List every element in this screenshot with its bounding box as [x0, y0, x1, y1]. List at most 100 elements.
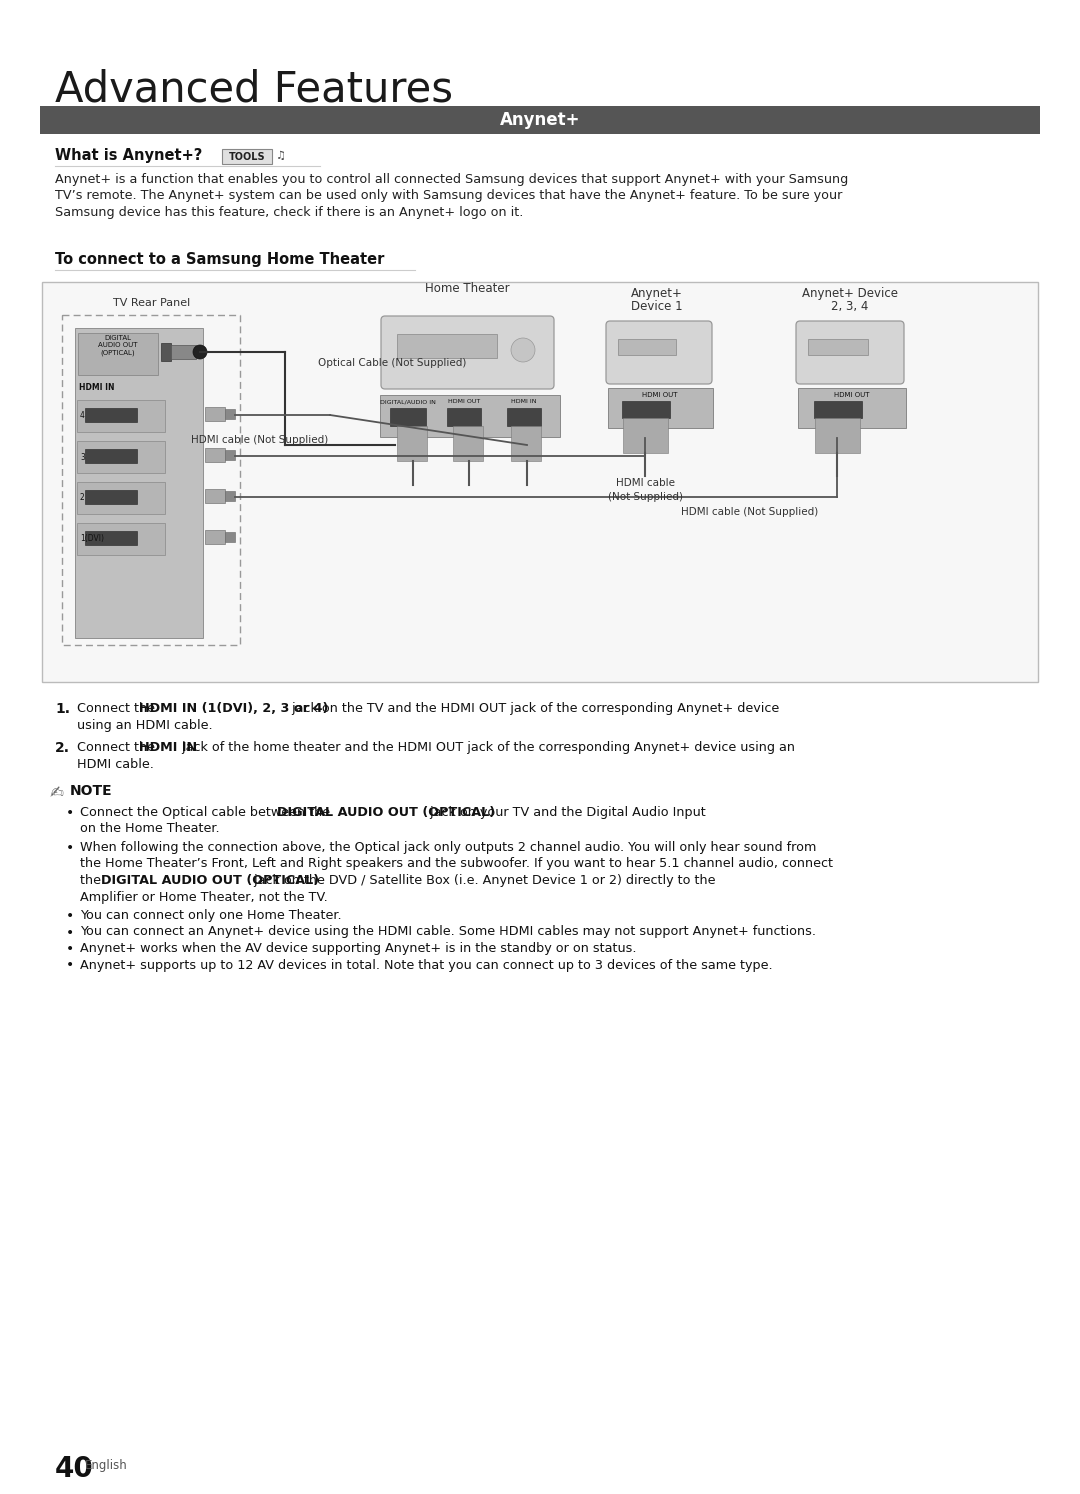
Bar: [205, 406, 225, 421]
Text: •: •: [66, 959, 75, 973]
Text: TV’s remote. The Anynet+ system can be used only with Samsung devices that have : TV’s remote. The Anynet+ system can be u…: [55, 190, 842, 203]
Bar: [205, 448, 225, 462]
Text: HDMI cable (Not Supplied): HDMI cable (Not Supplied): [681, 506, 819, 517]
Text: HDMI cable: HDMI cable: [616, 478, 675, 489]
Bar: [447, 408, 481, 426]
Text: ♫: ♫: [276, 151, 286, 161]
Text: To connect to a Samsung Home Theater: To connect to a Samsung Home Theater: [55, 252, 384, 267]
Text: NOTE: NOTE: [70, 784, 112, 798]
Text: HDMI OUT: HDMI OUT: [643, 391, 678, 397]
Text: 2, 3, 4: 2, 3, 4: [832, 300, 868, 314]
Bar: [225, 409, 235, 418]
Bar: [85, 490, 137, 503]
Text: jack on your TV and the Digital Audio Input: jack on your TV and the Digital Audio In…: [427, 805, 706, 819]
Text: Device 1: Device 1: [631, 300, 683, 314]
Bar: [42, 282, 1038, 681]
Text: HDMI cable.: HDMI cable.: [77, 757, 153, 771]
Text: HDMI OUT: HDMI OUT: [834, 391, 869, 397]
Bar: [808, 339, 868, 356]
Text: jack on the DVD / Satellite Box (i.e. Anynet Device 1 or 2) directly to the: jack on the DVD / Satellite Box (i.e. An…: [251, 874, 716, 887]
Text: Connect the: Connect the: [77, 702, 159, 716]
Bar: [78, 333, 158, 375]
Bar: [225, 450, 235, 460]
Text: 1(DVI): 1(DVI): [80, 535, 104, 544]
Text: Connect the: Connect the: [77, 741, 159, 754]
Text: 1.: 1.: [55, 702, 70, 716]
Bar: [814, 400, 862, 418]
Text: Advanced Features: Advanced Features: [55, 69, 453, 111]
Bar: [205, 530, 225, 544]
Text: •: •: [66, 841, 75, 855]
Circle shape: [193, 345, 207, 359]
Circle shape: [511, 338, 535, 362]
Text: 4: 4: [80, 411, 85, 420]
Bar: [397, 335, 497, 359]
Text: What is Anynet+?: What is Anynet+?: [55, 148, 202, 163]
Bar: [85, 530, 137, 545]
Text: HDMI OUT: HDMI OUT: [448, 399, 481, 403]
Text: Anynet+ works when the AV device supporting Anynet+ is in the standby or on stat: Anynet+ works when the AV device support…: [80, 943, 636, 955]
Bar: [205, 489, 225, 503]
Bar: [622, 400, 670, 418]
Text: 2.: 2.: [55, 741, 70, 754]
Text: •: •: [66, 908, 75, 923]
Text: jack of the home theater and the HDMI OUT jack of the corresponding Anynet+ devi: jack of the home theater and the HDMI OU…: [178, 741, 795, 754]
Text: HDMI IN: HDMI IN: [79, 382, 114, 391]
Text: the: the: [80, 874, 105, 887]
Bar: [623, 418, 669, 453]
Text: TOOLS: TOOLS: [229, 151, 266, 161]
Bar: [507, 408, 541, 426]
Text: HDMI cable (Not Supplied): HDMI cable (Not Supplied): [191, 435, 328, 445]
Bar: [798, 388, 906, 427]
Text: •: •: [66, 925, 75, 940]
Bar: [608, 388, 713, 427]
Text: You can connect only one Home Theater.: You can connect only one Home Theater.: [80, 908, 341, 922]
Bar: [77, 400, 165, 432]
Text: Anynet+: Anynet+: [500, 111, 580, 128]
Text: TV Rear Panel: TV Rear Panel: [113, 297, 191, 308]
Text: •: •: [66, 943, 75, 956]
FancyBboxPatch shape: [606, 321, 712, 384]
Text: •: •: [66, 805, 75, 820]
Text: DIGITAL
AUDIO OUT
(OPTICAL): DIGITAL AUDIO OUT (OPTICAL): [98, 335, 138, 356]
Bar: [77, 441, 165, 474]
Bar: [77, 523, 165, 554]
Text: (Not Supplied): (Not Supplied): [607, 492, 683, 502]
Text: ✍: ✍: [50, 784, 64, 802]
Text: Optical Cable (Not Supplied): Optical Cable (Not Supplied): [318, 359, 467, 368]
Text: Anynet+ Device: Anynet+ Device: [802, 287, 897, 300]
Text: 3: 3: [80, 453, 85, 462]
Text: DIGITAL AUDIO OUT (OPTICAL): DIGITAL AUDIO OUT (OPTICAL): [276, 805, 495, 819]
Text: Samsung device has this feature, check if there is an Anynet+ logo on it.: Samsung device has this feature, check i…: [55, 206, 524, 220]
Bar: [171, 345, 195, 359]
Bar: [225, 492, 235, 500]
Text: Home Theater: Home Theater: [424, 282, 510, 294]
Bar: [85, 408, 137, 421]
Text: Amplifier or Home Theater, not the TV.: Amplifier or Home Theater, not the TV.: [80, 890, 327, 904]
FancyBboxPatch shape: [796, 321, 904, 384]
Text: on the Home Theater.: on the Home Theater.: [80, 823, 219, 835]
Text: using an HDMI cable.: using an HDMI cable.: [77, 719, 213, 732]
Bar: [511, 426, 541, 462]
Bar: [40, 106, 1040, 134]
Bar: [62, 315, 240, 645]
Text: 40: 40: [55, 1455, 94, 1484]
Bar: [225, 532, 235, 542]
Text: 2: 2: [80, 493, 84, 502]
Bar: [453, 426, 483, 462]
Text: Connect the Optical cable between the: Connect the Optical cable between the: [80, 805, 334, 819]
Bar: [161, 344, 171, 362]
Bar: [85, 450, 137, 463]
Text: HDMI IN (1(DVI), 2, 3 or 4): HDMI IN (1(DVI), 2, 3 or 4): [139, 702, 328, 716]
Text: Anynet+ is a function that enables you to control all connected Samsung devices : Anynet+ is a function that enables you t…: [55, 173, 848, 185]
Bar: [77, 483, 165, 514]
Bar: [75, 329, 203, 638]
Text: jack on the TV and the HDMI OUT jack of the corresponding Anynet+ device: jack on the TV and the HDMI OUT jack of …: [288, 702, 780, 716]
Text: DIGITAL AUDIO OUT (OPTICAL): DIGITAL AUDIO OUT (OPTICAL): [100, 874, 319, 887]
Bar: [380, 394, 561, 438]
Text: the Home Theater’s Front, Left and Right speakers and the subwoofer. If you want: the Home Theater’s Front, Left and Right…: [80, 858, 833, 871]
Text: HDMI IN: HDMI IN: [139, 741, 198, 754]
Text: English: English: [85, 1460, 127, 1472]
Bar: [222, 149, 272, 164]
Bar: [618, 339, 676, 356]
